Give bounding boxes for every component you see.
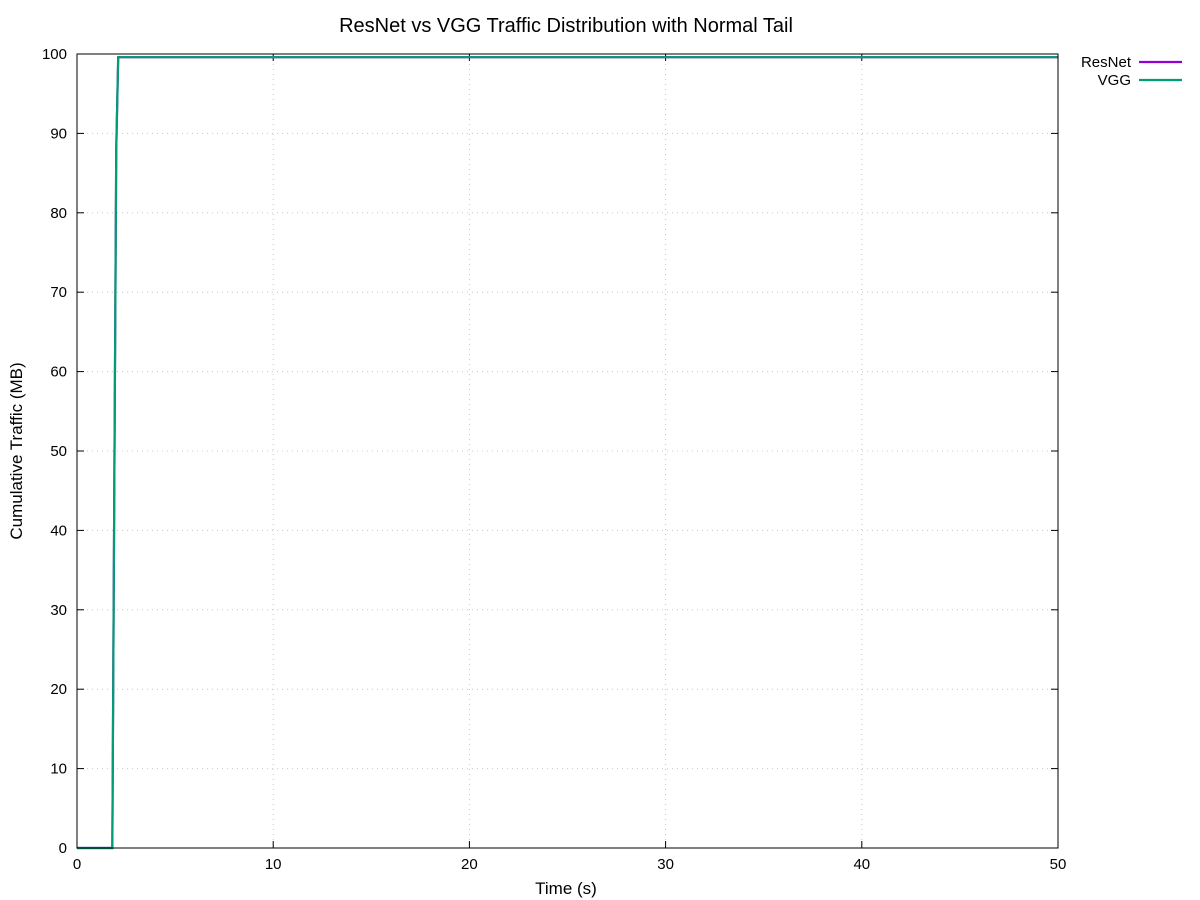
legend-label-resnet: ResNet — [1081, 54, 1132, 71]
x-tick-label: 40 — [853, 856, 870, 873]
x-tick-label: 50 — [1050, 856, 1067, 873]
grid — [77, 54, 1058, 848]
axis-ticks: 0 10 20 30 40 50 0 10 20 30 40 50 60 70 80 90 100 — [42, 46, 1066, 873]
series-layer — [77, 56, 1058, 850]
chart-title: ResNet vs VGG Traffic Distribution with … — [339, 15, 793, 37]
x-tick-label: 0 — [73, 856, 81, 873]
x-tick-label: 30 — [657, 856, 674, 873]
y-tick-label: 60 — [50, 364, 67, 381]
y-tick-label: 0 — [59, 840, 67, 857]
y-tick-label: 100 — [42, 46, 67, 63]
x-tick-label: 20 — [461, 856, 478, 873]
y-tick-label: 30 — [50, 602, 67, 619]
y-tick-label: 70 — [50, 284, 67, 301]
x-axis-label: Time (s) — [535, 879, 597, 898]
plot-frame — [76, 53, 1059, 849]
legend-label-vgg: VGG — [1098, 72, 1131, 89]
y-tick-label: 90 — [50, 125, 67, 142]
series-line-resnet — [77, 56, 1058, 850]
y-tick-label: 80 — [50, 205, 67, 222]
y-tick-label: 50 — [50, 443, 67, 460]
x-tick-label: 10 — [265, 856, 282, 873]
y-tick-label: 20 — [50, 681, 67, 698]
y-tick-label: 40 — [50, 522, 67, 539]
series-line-vgg — [77, 56, 1058, 850]
y-tick-label: 10 — [50, 761, 67, 778]
y-axis-label: Cumulative Traffic (MB) — [7, 362, 26, 539]
